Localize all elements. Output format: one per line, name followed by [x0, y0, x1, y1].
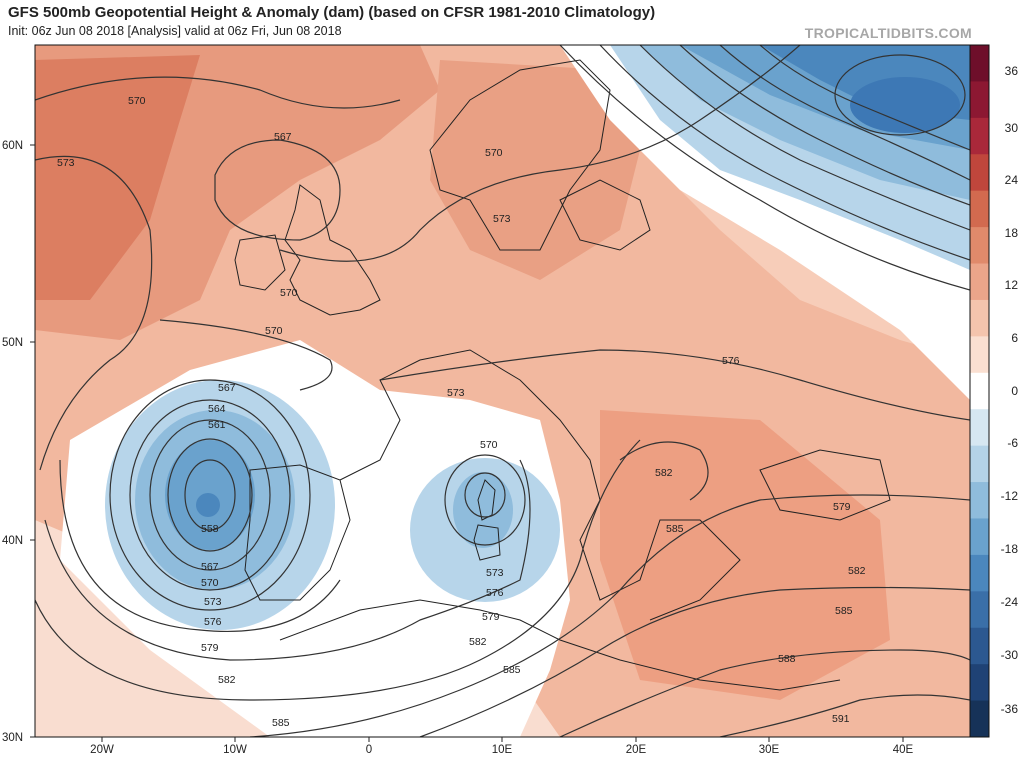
colorbar-swatch	[970, 518, 989, 556]
contour-label: 564	[208, 403, 226, 415]
colorbar-label: 30	[1005, 121, 1019, 135]
lon-label: 10W	[223, 744, 247, 756]
colorbar-swatch	[970, 554, 989, 592]
lat-label: 60N	[2, 140, 23, 152]
contour-label: 570	[128, 95, 146, 107]
lat-label: 50N	[2, 337, 23, 349]
lon-axis: 20W 10W 0 10E 20E 30E 40E	[90, 737, 914, 756]
colorbar-swatch	[970, 445, 989, 483]
colorbar-swatch	[970, 372, 989, 410]
lat-label: 30N	[2, 732, 23, 744]
map-title: GFS 500mb Geopotential Height & Anomaly …	[8, 4, 656, 21]
colorbar-swatch	[970, 627, 989, 665]
contour-label: 585	[666, 523, 684, 535]
lon-label: 40E	[893, 744, 914, 756]
contour-label: 570	[485, 147, 503, 159]
colorbar-swatches	[970, 45, 989, 738]
contour-label: 573	[204, 596, 222, 608]
contour-label: 579	[482, 611, 500, 623]
colorbar-swatch	[970, 154, 989, 192]
colorbar-swatch	[970, 299, 989, 337]
colorbar-swatch	[970, 81, 989, 119]
contour-label: 561	[208, 419, 226, 431]
colorbar-label: -30	[1001, 648, 1019, 662]
contour-label: 576	[722, 355, 740, 367]
contour-label: 585	[272, 717, 290, 729]
colorbar-label: -12	[1001, 489, 1019, 503]
colorbar-label: -18	[1001, 542, 1019, 556]
contour-label: 579	[201, 642, 219, 654]
colorbar-label: -6	[1007, 436, 1018, 450]
colorbar-swatch	[970, 482, 989, 519]
contour-label: 558	[201, 523, 219, 535]
contour-label: 576	[486, 587, 504, 599]
map-subtitle: Init: 06z Jun 08 2018 [Analysis] valid a…	[8, 24, 342, 38]
height-contours	[35, 45, 970, 737]
colorbar-label: -36	[1001, 702, 1019, 716]
contour-label: 573	[447, 387, 465, 399]
lat-axis: 60N 50N 40N 30N	[2, 140, 35, 744]
contour-label: 585	[835, 605, 853, 617]
contour-label: 585	[503, 664, 521, 676]
colorbar-swatch	[970, 263, 989, 301]
contour-label: 582	[655, 467, 673, 479]
colorbar-label: 24	[1005, 173, 1019, 187]
contour-label: 567	[218, 382, 236, 394]
contour-label: 567	[274, 131, 292, 143]
colorbar-swatch	[970, 227, 989, 265]
contour-label: 573	[57, 157, 75, 169]
colorbar-label: 18	[1005, 226, 1019, 240]
contour-label: 573	[493, 213, 511, 225]
colorbar-swatch	[970, 664, 989, 702]
lat-label: 40N	[2, 535, 23, 547]
lon-label: 10E	[492, 744, 513, 756]
lon-label: 20E	[626, 744, 647, 756]
colorbar-swatch	[970, 336, 989, 374]
coastlines	[234, 59, 891, 691]
colorbar-label: 6	[1011, 331, 1018, 345]
colorbar-swatch	[970, 45, 989, 82]
colorbar-swatch	[970, 591, 989, 629]
contour-label: 567	[201, 561, 219, 573]
contour-label: 582	[469, 636, 487, 648]
contour-label: 576	[204, 616, 222, 628]
contour-label: 570	[265, 325, 283, 337]
colorbar-label: -24	[1001, 595, 1019, 609]
colorbar-swatch	[970, 409, 989, 447]
colorbar-swatch	[970, 190, 989, 228]
contour-label: 591	[832, 713, 850, 725]
brand-watermark: TROPICALTIDBITS.COM	[804, 25, 972, 41]
contour-label: 582	[218, 674, 236, 686]
contour-label: 573	[486, 567, 504, 579]
contour-label: 570	[480, 439, 498, 451]
colorbar-label: 36	[1005, 64, 1019, 78]
contour-label: 570	[280, 287, 298, 299]
contour-labels: 570 567 573 570 570 570 573 567 564 561 …	[57, 95, 866, 729]
colorbar: 36 30 24 18 12 6 0 -6 -12 -18 -24 -30 -3…	[969, 44, 1019, 738]
colorbar-frame	[969, 44, 990, 738]
colorbar-swatch	[970, 117, 989, 155]
lon-label: 0	[366, 744, 372, 756]
anomaly-shading	[35, 45, 970, 737]
contour-label: 588	[778, 653, 796, 665]
contour-label: 582	[848, 565, 866, 577]
contour-label: 579	[833, 501, 851, 513]
colorbar-swatch	[970, 700, 989, 738]
contour-label: 570	[201, 577, 219, 589]
colorbar-label: 0	[1011, 384, 1018, 398]
lon-label: 20W	[90, 744, 114, 756]
colorbar-label: 12	[1005, 278, 1019, 292]
lon-label: 30E	[759, 744, 780, 756]
